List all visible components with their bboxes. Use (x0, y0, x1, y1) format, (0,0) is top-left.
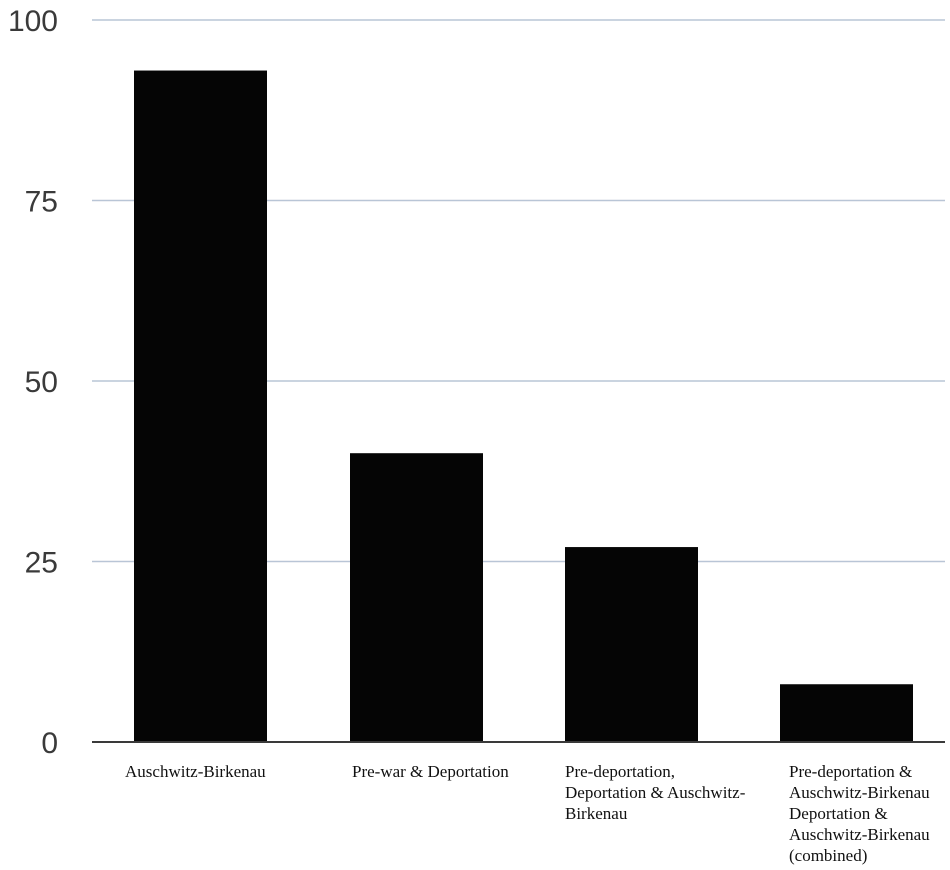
x-category-label-line: (combined) (789, 846, 868, 865)
x-category-label-line: Birkenau (565, 804, 628, 823)
x-category-label-line: Auschwitz-Birkenau (789, 783, 930, 802)
y-tick-label: 25 (25, 547, 58, 580)
x-category-label-1: Auschwitz-Birkenau (125, 761, 266, 782)
x-category-label-4: Pre-deportation & Auschwitz-Birkenau Depor… (789, 761, 930, 866)
x-category-label-line: Pre-deportation & (789, 762, 913, 781)
bar-1 (134, 70, 267, 743)
bar-3 (565, 547, 698, 742)
x-category-label-3: Pre-deportation, Deportation & Auschwitz-… (565, 761, 745, 824)
y-tick-label: 100 (8, 5, 58, 38)
x-category-label-line: Pre-war & Deportation (352, 762, 509, 781)
x-category-label-line: Auschwitz-Birkenau (789, 825, 930, 844)
bars (134, 70, 913, 743)
x-category-label-line: Auschwitz-Birkenau (125, 762, 266, 781)
x-category-label-line: Deportation & Auschwitz- (565, 783, 746, 802)
x-category-label-line: Deportation & (789, 804, 888, 823)
bar-2 (350, 453, 483, 742)
y-tick-label: 75 (25, 186, 58, 219)
y-axis-ticks: 0 25 50 75 100 (8, 5, 58, 760)
x-category-label-2: Pre-war & Deportation (352, 761, 509, 782)
y-tick-label: 50 (25, 366, 58, 399)
bar-4 (780, 684, 913, 742)
y-tick-label: 0 (41, 727, 58, 760)
x-category-label-line: Pre-deportation, (565, 762, 675, 781)
